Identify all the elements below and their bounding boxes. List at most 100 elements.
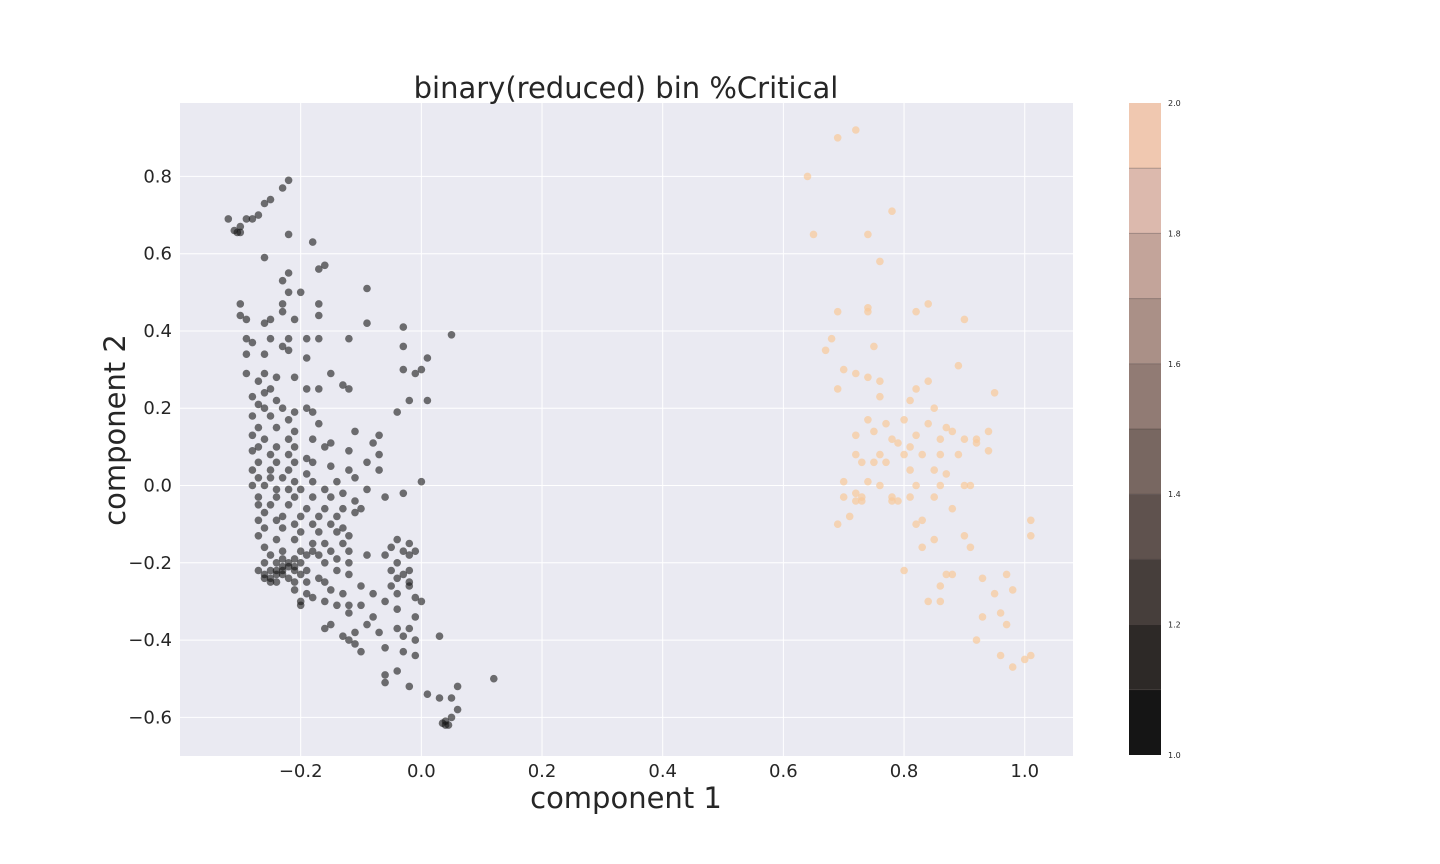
scatter-point — [453, 682, 462, 691]
scatter-point — [260, 508, 269, 517]
scatter-point — [302, 504, 311, 513]
scatter-point — [242, 334, 251, 343]
scatter-point — [423, 354, 432, 362]
scatter-point — [888, 207, 896, 215]
scatter-point — [870, 427, 878, 436]
scatter-point — [876, 377, 884, 386]
scatter-point — [290, 520, 299, 528]
scatter-point — [321, 559, 329, 567]
scatter-point — [308, 238, 317, 246]
scatter-point — [441, 721, 450, 729]
scatter-point — [302, 470, 311, 478]
scatter-point — [254, 501, 263, 509]
scatter-point — [266, 450, 275, 459]
scatter-point — [260, 253, 269, 262]
scatter-point — [839, 365, 848, 374]
scatter-point — [852, 431, 860, 440]
scatter-point — [302, 354, 311, 362]
scatter-point — [942, 423, 951, 432]
scatter-point — [864, 373, 872, 382]
scatter-point — [912, 307, 920, 316]
scatter-point — [242, 215, 251, 223]
scatter-point — [345, 601, 353, 610]
scatter-point — [327, 547, 335, 555]
scatter-point — [272, 485, 281, 494]
scatter-point — [912, 520, 920, 528]
scatter-point — [858, 497, 866, 505]
scatter-point — [321, 485, 329, 494]
x-tick-label: 0.2 — [528, 761, 557, 782]
scatter-point — [260, 199, 269, 208]
scatter-point — [284, 288, 293, 297]
scatter-point — [447, 713, 456, 722]
scatter-point — [894, 497, 902, 505]
scatter-point — [1027, 651, 1035, 660]
scatter-point — [960, 435, 969, 444]
scatter-point — [948, 504, 957, 513]
scatter-point — [254, 377, 263, 386]
scatter-point — [236, 300, 245, 308]
scatter-point — [900, 416, 908, 424]
scatter-point — [302, 566, 311, 575]
y-tick-label: −0.6 — [128, 707, 172, 728]
scatter-point — [242, 315, 251, 324]
scatter-point — [912, 385, 920, 393]
scatter-point — [260, 481, 269, 490]
scatter-point — [803, 172, 812, 181]
scatter-point — [290, 477, 299, 486]
scatter-point — [339, 589, 347, 598]
colorbar-band — [1129, 624, 1161, 690]
scatter-point — [302, 385, 311, 393]
y-tick-label: 0.0 — [143, 476, 172, 497]
scatter-point — [1002, 620, 1011, 629]
scatter-point — [833, 134, 842, 142]
scatter-point — [936, 582, 945, 590]
scatter-point — [447, 331, 456, 339]
scatter-point — [272, 373, 281, 382]
scatter-point — [930, 535, 938, 544]
scatter-point — [284, 574, 293, 583]
scatter-point — [284, 450, 293, 459]
scatter-point — [351, 508, 359, 517]
scatter-point — [936, 435, 945, 444]
scatter-point — [266, 551, 275, 559]
scatter-point — [912, 431, 920, 440]
scatter-point — [327, 369, 335, 378]
scatter-point — [411, 636, 420, 644]
scatter-point — [839, 477, 848, 486]
scatter-point — [1027, 532, 1035, 540]
scatter-point — [327, 586, 335, 594]
scatter-point — [327, 493, 335, 501]
scatter-point — [393, 605, 402, 613]
scatter-point — [266, 412, 275, 420]
scatter-point — [272, 559, 281, 567]
scatter-point — [290, 408, 299, 416]
scatter-point — [435, 632, 444, 640]
scatter-point — [308, 408, 317, 416]
scatter-point — [924, 597, 932, 606]
scatter-point — [393, 574, 402, 583]
scatter-point — [375, 450, 383, 459]
scatter-point — [254, 516, 263, 525]
colorbar-tick-label: 1.0 — [1168, 751, 1181, 760]
scatter-point — [393, 559, 402, 567]
scatter-point — [296, 570, 305, 579]
scatter-point — [351, 427, 359, 436]
scatter-point — [236, 311, 245, 320]
scatter-point — [351, 628, 359, 637]
scatter-point — [1027, 516, 1035, 525]
colorbar-tick-label: 1.4 — [1168, 490, 1181, 499]
scatter-point — [852, 369, 860, 378]
scatter-point — [339, 381, 347, 389]
scatter-point — [308, 520, 317, 528]
scatter-point — [308, 458, 317, 467]
scatter-point — [260, 369, 269, 378]
scatter-point — [864, 230, 872, 239]
scatter-point — [290, 566, 299, 575]
scatter-point — [345, 636, 353, 644]
scatter-point — [302, 578, 311, 586]
scatter-point — [453, 705, 462, 714]
data-points — [224, 126, 1035, 729]
scatter-point — [266, 501, 275, 509]
scatter-point — [315, 574, 323, 583]
